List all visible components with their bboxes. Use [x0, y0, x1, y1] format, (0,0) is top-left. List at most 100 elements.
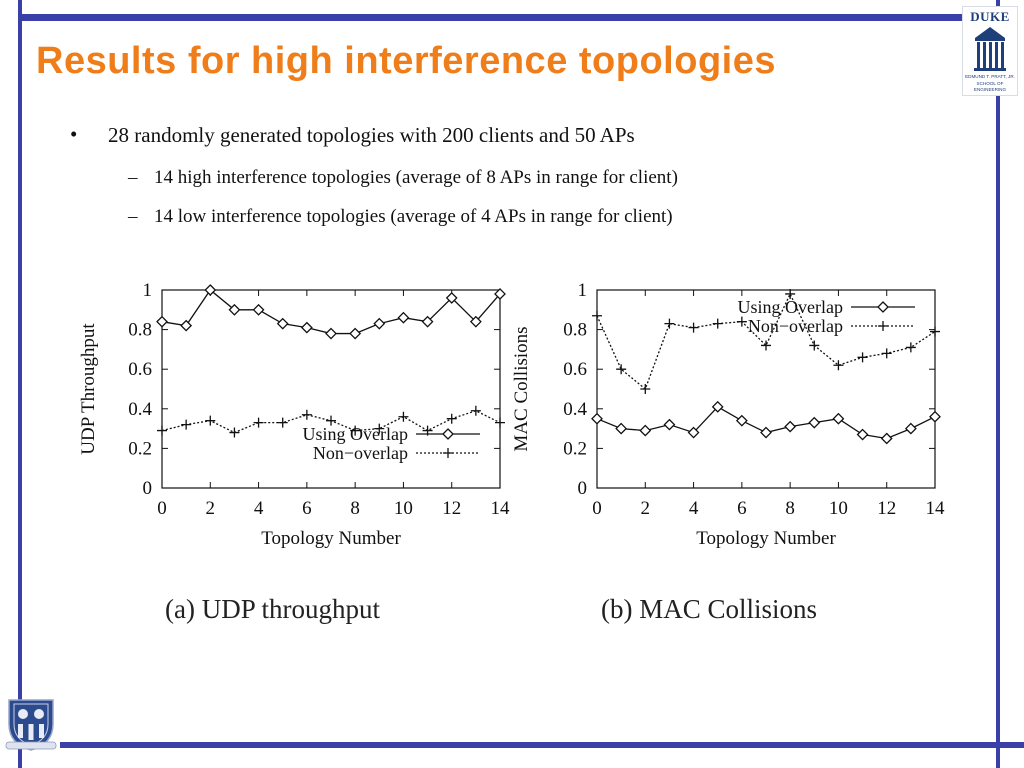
y-tick-label: 0.6: [563, 359, 587, 380]
diamond-marker: [180, 319, 193, 332]
y-tick-label: 0.8: [563, 320, 587, 341]
duke-engineering-logo: DUKE EDMUND T. PRATT, JR. SCHOOL OF ENGI…: [962, 6, 1018, 96]
x-axis-label: Topology Number: [696, 528, 836, 549]
y-axis-label: MAC Collisions: [511, 326, 532, 451]
frame-left-bar: [18, 0, 22, 768]
x-tick-label: 10: [829, 498, 848, 519]
legend-label: Using Overlap: [738, 297, 843, 317]
series-line-plus: [596, 292, 936, 391]
diamond-marker: [808, 416, 821, 429]
diamond-marker: [663, 418, 676, 431]
x-tick-label: 4: [254, 498, 264, 519]
legend-diamond-marker: [442, 428, 454, 440]
diamond-marker: [929, 410, 941, 423]
x-tick-label: 6: [737, 498, 747, 519]
plus-marker: [761, 340, 771, 351]
plus-marker: [470, 405, 481, 416]
x-tick-label: 12: [442, 498, 461, 519]
sub-bullet-2: 14 low interference topologies (average …: [154, 206, 673, 227]
diamond-marker: [156, 315, 168, 328]
x-tick-label: 8: [350, 498, 360, 519]
plus-marker: [930, 326, 940, 337]
bullet-marker: •: [70, 122, 78, 146]
plus-marker: [736, 316, 747, 327]
diamond-marker: [615, 422, 628, 435]
plus-marker: [277, 417, 288, 428]
plus-marker: [446, 413, 457, 424]
plus-marker: [809, 340, 820, 351]
plus-marker: [905, 342, 916, 353]
plus-marker: [326, 415, 336, 426]
plot-frame: [161, 289, 501, 489]
y-axis-label: UDP Throughput: [78, 323, 99, 455]
x-tick-label: 4: [689, 498, 699, 519]
diamond-marker: [591, 412, 603, 425]
y-tick-label: 0.4: [563, 399, 587, 420]
plus-marker: [857, 352, 868, 363]
legend-plus-marker: [878, 321, 888, 331]
sub-bullet-marker-2: –: [128, 206, 138, 227]
diamond-marker: [832, 412, 845, 425]
slide-title: Results for high interference topologies: [36, 40, 776, 82]
plus-marker: [495, 417, 505, 428]
diamond-marker: [445, 292, 458, 304]
chapel-icon: [974, 27, 1006, 71]
plus-marker: [181, 419, 192, 430]
diamond-marker: [325, 327, 337, 340]
plus-marker: [688, 322, 699, 333]
x-tick-label: 10: [394, 498, 413, 519]
legend-plus-marker: [443, 448, 453, 458]
diamond-marker: [469, 315, 482, 328]
frame-top-bar: [22, 14, 996, 21]
diamond-marker: [397, 311, 410, 324]
x-tick-label: 0: [157, 498, 167, 519]
x-tick-label: 2: [206, 498, 216, 519]
diamond-marker: [904, 422, 917, 435]
diamond-marker: [639, 424, 652, 437]
diamond-marker: [252, 303, 265, 316]
legend-label: Non−overlap: [748, 316, 843, 336]
plus-marker: [664, 318, 675, 329]
plus-marker: [640, 384, 651, 394]
y-tick-label: 0.2: [128, 438, 152, 459]
duke-logo-wordmark: DUKE: [970, 9, 1010, 24]
plus-marker: [592, 310, 602, 321]
diamond-marker: [300, 321, 313, 334]
x-tick-label: 12: [877, 498, 896, 519]
diamond-marker: [735, 414, 748, 427]
plus-marker: [616, 364, 627, 375]
legend-diamond-marker: [877, 301, 889, 313]
plus-marker: [301, 409, 312, 420]
plus-marker: [712, 318, 723, 329]
y-tick-label: 1: [143, 280, 153, 301]
plus-marker: [398, 411, 409, 422]
duke-logo-line3: ENGINEERING: [973, 87, 1007, 92]
plus-marker: [253, 417, 264, 428]
bullet-1: 28 randomly generated topologies with 20…: [108, 123, 635, 147]
y-tick-label: 0: [578, 478, 588, 499]
plus-marker: [881, 348, 892, 359]
diamond-marker: [373, 317, 386, 330]
diamond-marker: [687, 426, 700, 439]
diamond-marker: [349, 327, 362, 340]
x-tick-label: 14: [491, 498, 511, 519]
x-tick-label: 6: [302, 498, 312, 519]
x-tick-label: 0: [592, 498, 602, 519]
plus-marker: [157, 425, 167, 436]
sub-bullet-1: 14 high interference topologies (average…: [154, 167, 678, 188]
duke-logo-line1: EDMUND T. PRATT, JR.: [965, 74, 1015, 79]
diamond-marker: [784, 420, 797, 433]
y-tick-label: 0.6: [128, 359, 152, 380]
plus-marker: [374, 423, 385, 434]
diamond-marker: [760, 426, 772, 439]
diamond-marker: [276, 317, 289, 330]
plus-marker: [350, 425, 361, 436]
y-tick-label: 1: [578, 280, 588, 301]
plus-marker: [833, 360, 844, 371]
plot-frame: [596, 289, 936, 489]
diamond-marker: [421, 315, 434, 328]
frame-bottom-bar: [60, 742, 1024, 748]
frame-right-bar: [996, 0, 1000, 768]
legend-label: Using Overlap: [303, 424, 408, 444]
